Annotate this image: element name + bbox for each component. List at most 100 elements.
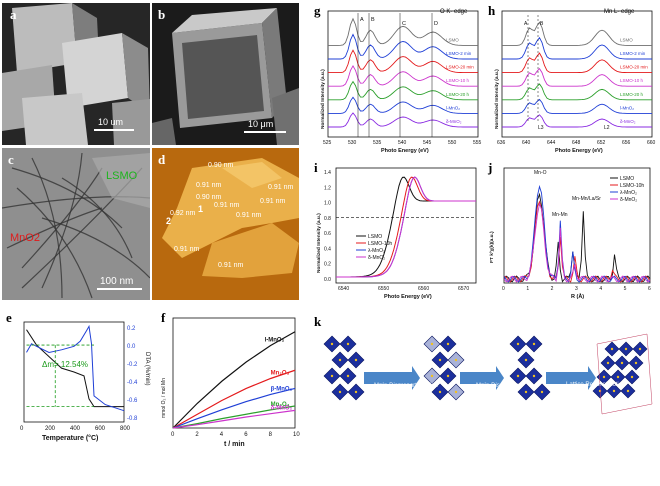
panel-letter: k [314, 314, 322, 329]
cation-dot [446, 374, 450, 378]
tick-label: 545 [423, 140, 432, 146]
cation-dot [598, 389, 602, 393]
tick-label: 0.6 [324, 231, 331, 237]
cation-dot [630, 375, 634, 379]
cation-dot [346, 342, 350, 346]
peak-label: C [402, 21, 406, 27]
x-axis-label: Photo Energy (eV) [555, 148, 603, 154]
spectrum-line [328, 64, 478, 87]
panel-letter: g [314, 3, 321, 18]
o-k-edge-chart: δ-MnO₂ l-MnO₂ LSMO-20 h LSMO-10 h LSMO-20 mi… [320, 10, 482, 154]
legend-entry: LSMO [368, 234, 382, 240]
scale-label: 10 μm [248, 119, 274, 129]
tick-label: 4 [220, 432, 224, 438]
tick-label: 0 [502, 286, 505, 292]
cation-dot [338, 390, 342, 394]
spectrum-line [328, 112, 478, 128]
mn-l-edge-chart: δ-MnO₂ l-MnO₂ LSMO-20 h LSMO-10 h LSMO-20 mi… [494, 10, 656, 154]
cation-dot [438, 390, 442, 394]
step-label: Lattice Reconstruction [566, 382, 626, 388]
nanofiber [41, 217, 150, 279]
cation-dot [610, 347, 614, 351]
spectrum-line [328, 17, 478, 46]
tick-label: 0.0 [127, 344, 136, 350]
legend-entry: LSMO-10 h [446, 78, 470, 83]
tick-label: 2 [195, 432, 199, 438]
tick-label: 530 [348, 140, 357, 146]
tick-label: 3 [575, 286, 578, 292]
afm-height-label: 0.91 nm [268, 184, 294, 191]
x-axis-label: Photo Energy (eV) [381, 148, 429, 154]
panel-a-sem-image: a 10 um [2, 3, 150, 145]
legend-entry: LSMO [446, 37, 459, 42]
y-axis-label: Normalized Intensity (a.u.) [316, 213, 322, 273]
tick-label: 0.2 [324, 262, 331, 268]
panel-k-schematic: k Mn³⁺ Disproportionation Mn²⁺ Dissoluti… [312, 314, 658, 454]
panel-j-chart: LSMO LSMO-10h λ-MnO₂ δ-MnO₂ Mn-O Mn-Mn Mn-Mn/L… [486, 160, 658, 310]
tick-label: 640 [522, 140, 531, 146]
panel-letter: e [6, 310, 12, 325]
tick-label: 6 [648, 286, 651, 292]
panel-letter: h [488, 3, 496, 18]
tick-label: -0.8 [127, 416, 138, 422]
cation-dot [438, 358, 442, 362]
nanofiber [11, 167, 123, 229]
legend-entry: λ-MnO₂ [368, 248, 385, 254]
panel-i-chart: LSMO LSMO-10h λ-MnO₂ δ-MnO₂ 6540 6550 6560 6570… [312, 160, 484, 310]
cation-dot [524, 358, 528, 362]
peak-label: A [360, 17, 364, 23]
afm-height-label: 0.92 nm [170, 210, 196, 217]
tick-label: 648 [572, 140, 581, 146]
scale-label: 100 nm [100, 276, 134, 287]
cation-dot [430, 374, 434, 378]
cation-dot [606, 361, 610, 365]
legend-entry: l-MnO₂ [620, 105, 634, 110]
tick-label: 652 [597, 140, 606, 146]
y-axis-label: Normalized Intensity (a.u.) [494, 69, 500, 129]
cation-dot [454, 390, 458, 394]
afm-height-label: 0.91 nm [196, 182, 222, 189]
panel-c-tem-image: c LSMO MnO2 100 nm [2, 148, 150, 300]
cation-dot [330, 342, 334, 346]
y-axis-label: Normalized Intensity (a.u.) [320, 69, 326, 129]
legend-entry: LSMO-2 min [446, 51, 472, 56]
spectrum-line [336, 176, 476, 278]
peak-label: B [371, 17, 375, 23]
cation-dot [454, 358, 458, 362]
peak-annotation: Mn-Mn [552, 212, 568, 218]
legend-entry: δ-MnO₂ [620, 197, 637, 203]
tick-label: 535 [373, 140, 382, 146]
legend-entry: LSMO [620, 176, 634, 182]
plot-frame [172, 317, 296, 429]
cation-dot [346, 374, 350, 378]
legend-entry: δ-MnO₂ [368, 255, 385, 261]
cation-dot [446, 342, 450, 346]
nanofiber [61, 177, 133, 259]
scale-bar [94, 129, 134, 131]
dta-curve [26, 324, 125, 412]
tick-label: 550 [448, 140, 457, 146]
tick-label: 800 [120, 426, 131, 432]
cation-dot [516, 342, 520, 346]
cation-dot [602, 375, 606, 379]
tick-label: -0.6 [127, 398, 138, 404]
spectrum-line [502, 52, 652, 74]
legend-entry: δ-MnO₂ [620, 119, 636, 124]
lattice-outline [596, 333, 653, 415]
tick-label: 555 [473, 140, 482, 146]
peak-annotation: Mn-O [534, 170, 547, 176]
step-label: Mn³⁺ Disproportionation [374, 383, 438, 389]
legend-entry: δ-MnO₂ [446, 119, 462, 124]
series-label: Mn₃O₄ [271, 402, 290, 408]
sem-cube-graphic [152, 3, 299, 145]
process-arrow [546, 366, 596, 390]
y-axis-label: DTA (%/min) [144, 352, 150, 386]
spectrum-line [502, 21, 652, 46]
legend-entry: LSMO-10h [368, 241, 392, 247]
process-arrow [364, 366, 420, 390]
spectrum-line [502, 36, 652, 60]
legend-entry: LSMO [620, 37, 633, 42]
